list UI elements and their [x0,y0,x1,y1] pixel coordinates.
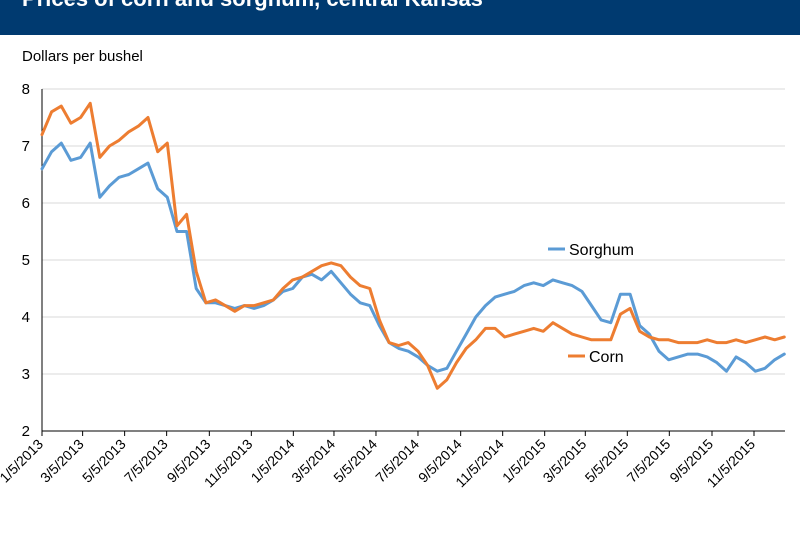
legend: Sorghum Corn [548,242,634,366]
x-tick-label: 5/5/2015 [582,436,632,486]
x-tick-label: 5/5/2013 [79,436,129,486]
x-tick-label: 3/5/2014 [288,436,338,486]
series-lines [40,101,786,390]
x-tick-label: 1/5/2014 [248,436,298,486]
title-bar: Prices of corn and sorghum, central Kans… [0,0,800,35]
y-tick-labels: 2 3 4 5 6 7 8 [22,81,30,440]
legend-label-corn: Corn [589,349,624,366]
y-tick-label: 8 [22,81,30,98]
x-tick-label: 5/5/2014 [330,436,380,486]
y-axis-label: Dollars per bushel [22,48,143,65]
x-tick-label: 3/5/2015 [540,436,590,486]
legend-label-sorghum: Sorghum [569,242,634,259]
x-tick-label: 3/5/2013 [37,436,87,486]
x-tick-label: 1/5/2015 [499,436,549,486]
x-tick-labels: 1/5/20133/5/20135/5/20137/5/20139/5/2013… [0,431,758,490]
chart-title: Prices of corn and sorghum, central Kans… [22,0,483,12]
series-line-sorghum [40,141,786,373]
x-tick-label: 7/5/2013 [121,436,171,486]
y-tick-label: 3 [22,366,30,383]
y-tick-label: 6 [22,195,30,212]
y-tick-label: 2 [22,423,30,440]
series-line-corn [40,101,786,390]
y-tick-label: 5 [22,252,30,269]
x-tick-label: 7/5/2015 [624,436,674,486]
y-tick-label: 4 [22,309,30,326]
x-tick-label: 7/5/2014 [372,436,422,486]
y-tick-label: 7 [22,138,30,155]
